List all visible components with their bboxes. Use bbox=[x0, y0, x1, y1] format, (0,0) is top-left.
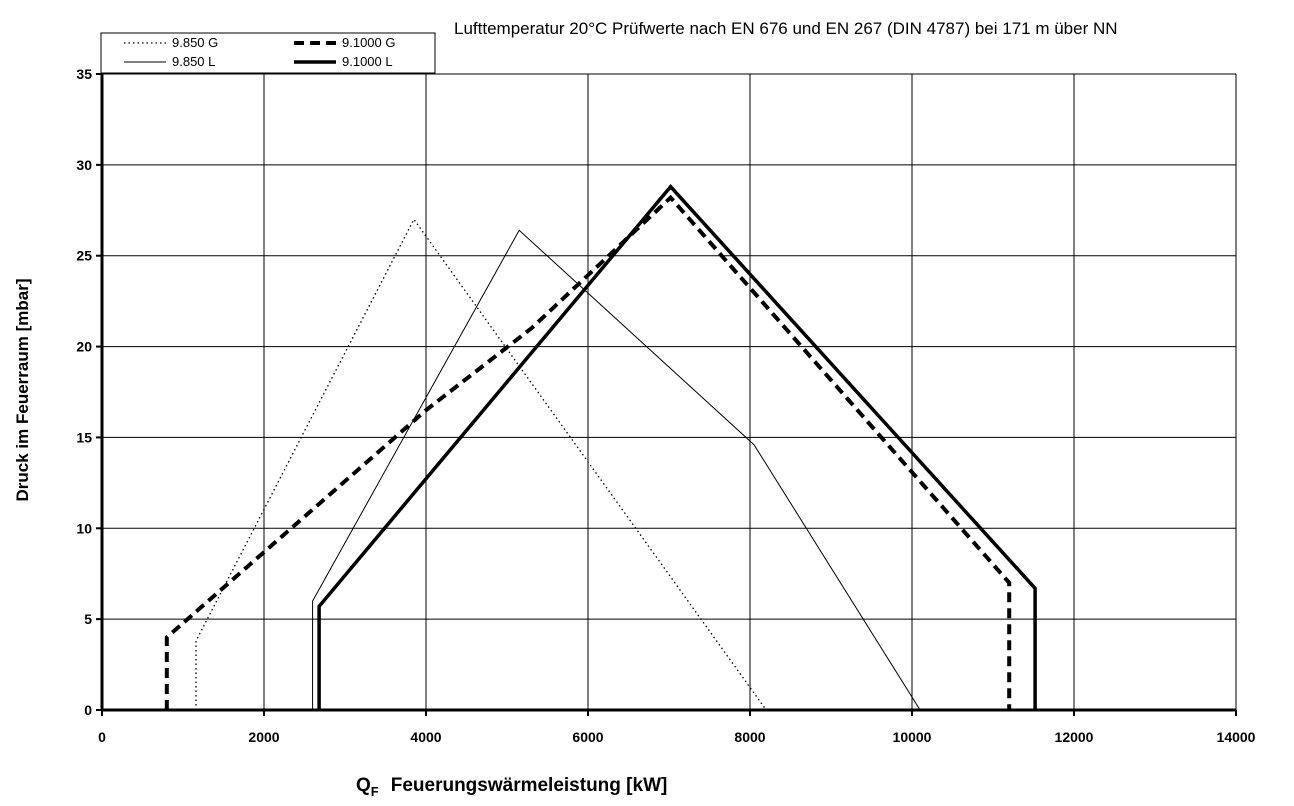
x-tick-label: 14000 bbox=[1217, 729, 1256, 745]
y-tick-label: 30 bbox=[76, 157, 92, 173]
x-tick-label: 4000 bbox=[410, 729, 441, 745]
legend-label-3: 9.850 L bbox=[172, 54, 215, 69]
series-line-1 bbox=[195, 218, 767, 711]
x-axis-label: QF Feuerungswärmeleistung [kW] bbox=[356, 775, 667, 799]
x-axis-label-text: Feuerungswärmeleistung [kW] bbox=[390, 775, 668, 796]
annotation-note: Lufttemperatur 20°C Prüfwerte nach EN 67… bbox=[454, 19, 1118, 38]
series-line-4 bbox=[317, 184, 1037, 710]
y-tick-label: 10 bbox=[76, 520, 92, 536]
x-tick-label: 10000 bbox=[893, 729, 932, 745]
legend-box bbox=[100, 32, 436, 74]
x-tick-label: 2000 bbox=[248, 729, 279, 745]
x-axis-symbol: QF bbox=[356, 775, 379, 799]
y-tick-label: 5 bbox=[84, 611, 92, 627]
x-axis-symbol-letter: Q bbox=[356, 775, 371, 796]
legend-label-2: 9.1000 G bbox=[342, 35, 396, 50]
x-tick-label: 12000 bbox=[1055, 729, 1094, 745]
x-tick-label: 8000 bbox=[734, 729, 765, 745]
x-axis-symbol-subscript: F bbox=[370, 784, 379, 799]
series-line-2 bbox=[164, 194, 1012, 710]
y-tick-label: 25 bbox=[76, 248, 92, 264]
legend-label-1: 9.850 G bbox=[172, 35, 218, 50]
x-tick-label: 6000 bbox=[572, 729, 603, 745]
y-tick-label: 20 bbox=[76, 339, 92, 355]
y-axis-label: Druck im Feuerraum [mbar] bbox=[13, 278, 32, 502]
x-tick-label: 0 bbox=[98, 729, 106, 745]
series-line-3 bbox=[312, 229, 921, 711]
tick-labels: 0 2000 4000 6000 8000 10000 12000 14000 0 5 10 15 20… bbox=[76, 66, 1255, 745]
legend-label-4: 9.1000 L bbox=[342, 54, 393, 69]
y-tick-label: 15 bbox=[76, 429, 92, 445]
axes bbox=[96, 73, 1237, 716]
y-tick-label: 0 bbox=[84, 702, 92, 718]
y-tick-label: 35 bbox=[76, 66, 92, 82]
series-lines bbox=[164, 184, 1037, 711]
grid-lines bbox=[102, 73, 1237, 710]
legend: 9.850 G 9.1000 G 9.850 L 9.1000 L bbox=[100, 32, 436, 74]
